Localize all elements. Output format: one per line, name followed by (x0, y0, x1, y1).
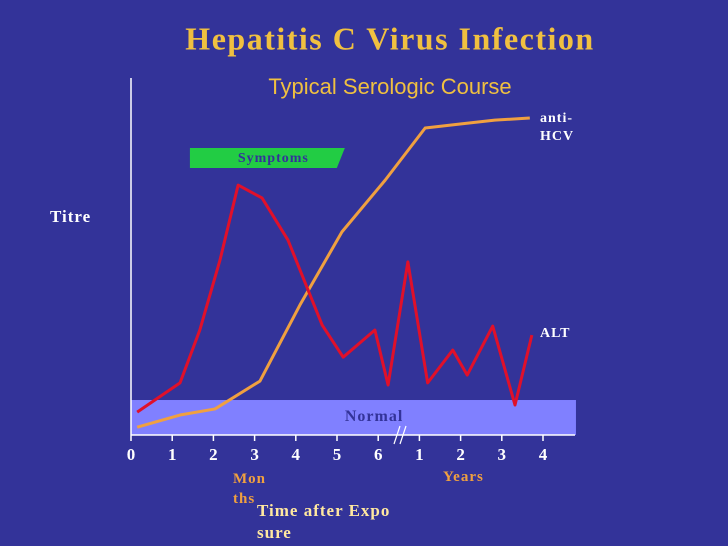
series-line (136, 116, 530, 429)
x-tick-label: 4 (292, 445, 301, 464)
x-tick-label: 6 (374, 445, 383, 464)
symptoms-banner (189, 148, 345, 168)
chart-subtitle: Typical Serologic Course (268, 74, 511, 99)
series-label: anti-HCV (540, 110, 575, 145)
x-tick-label: 3 (498, 445, 507, 464)
chart-title: Hepatitis C Virus Infection (185, 20, 594, 56)
series-label: ALT (540, 326, 571, 342)
x-tick-label: 2 (456, 445, 465, 464)
x-unit-label: Months (233, 471, 266, 507)
symptoms-label: Symptoms (238, 151, 309, 166)
series-line (136, 183, 534, 414)
plot: Normal Symptoms (131, 116, 576, 435)
x-unit-label: Years (443, 469, 484, 485)
x-axis-title: Time after Exposure (257, 501, 391, 543)
x-tick-label: 1 (168, 445, 177, 464)
axis-break (393, 425, 407, 445)
normal-band (131, 400, 576, 435)
x-tick-label: 2 (209, 445, 218, 464)
x-tick-label: 5 (333, 445, 342, 464)
x-tick-label: 0 (127, 445, 136, 464)
x-tick-label: 1 (415, 445, 424, 464)
x-tick-label: 3 (250, 445, 259, 464)
x-tick-label: 4 (539, 445, 548, 464)
normal-label: Normal (345, 408, 403, 425)
y-axis-title: Titre (50, 207, 92, 226)
